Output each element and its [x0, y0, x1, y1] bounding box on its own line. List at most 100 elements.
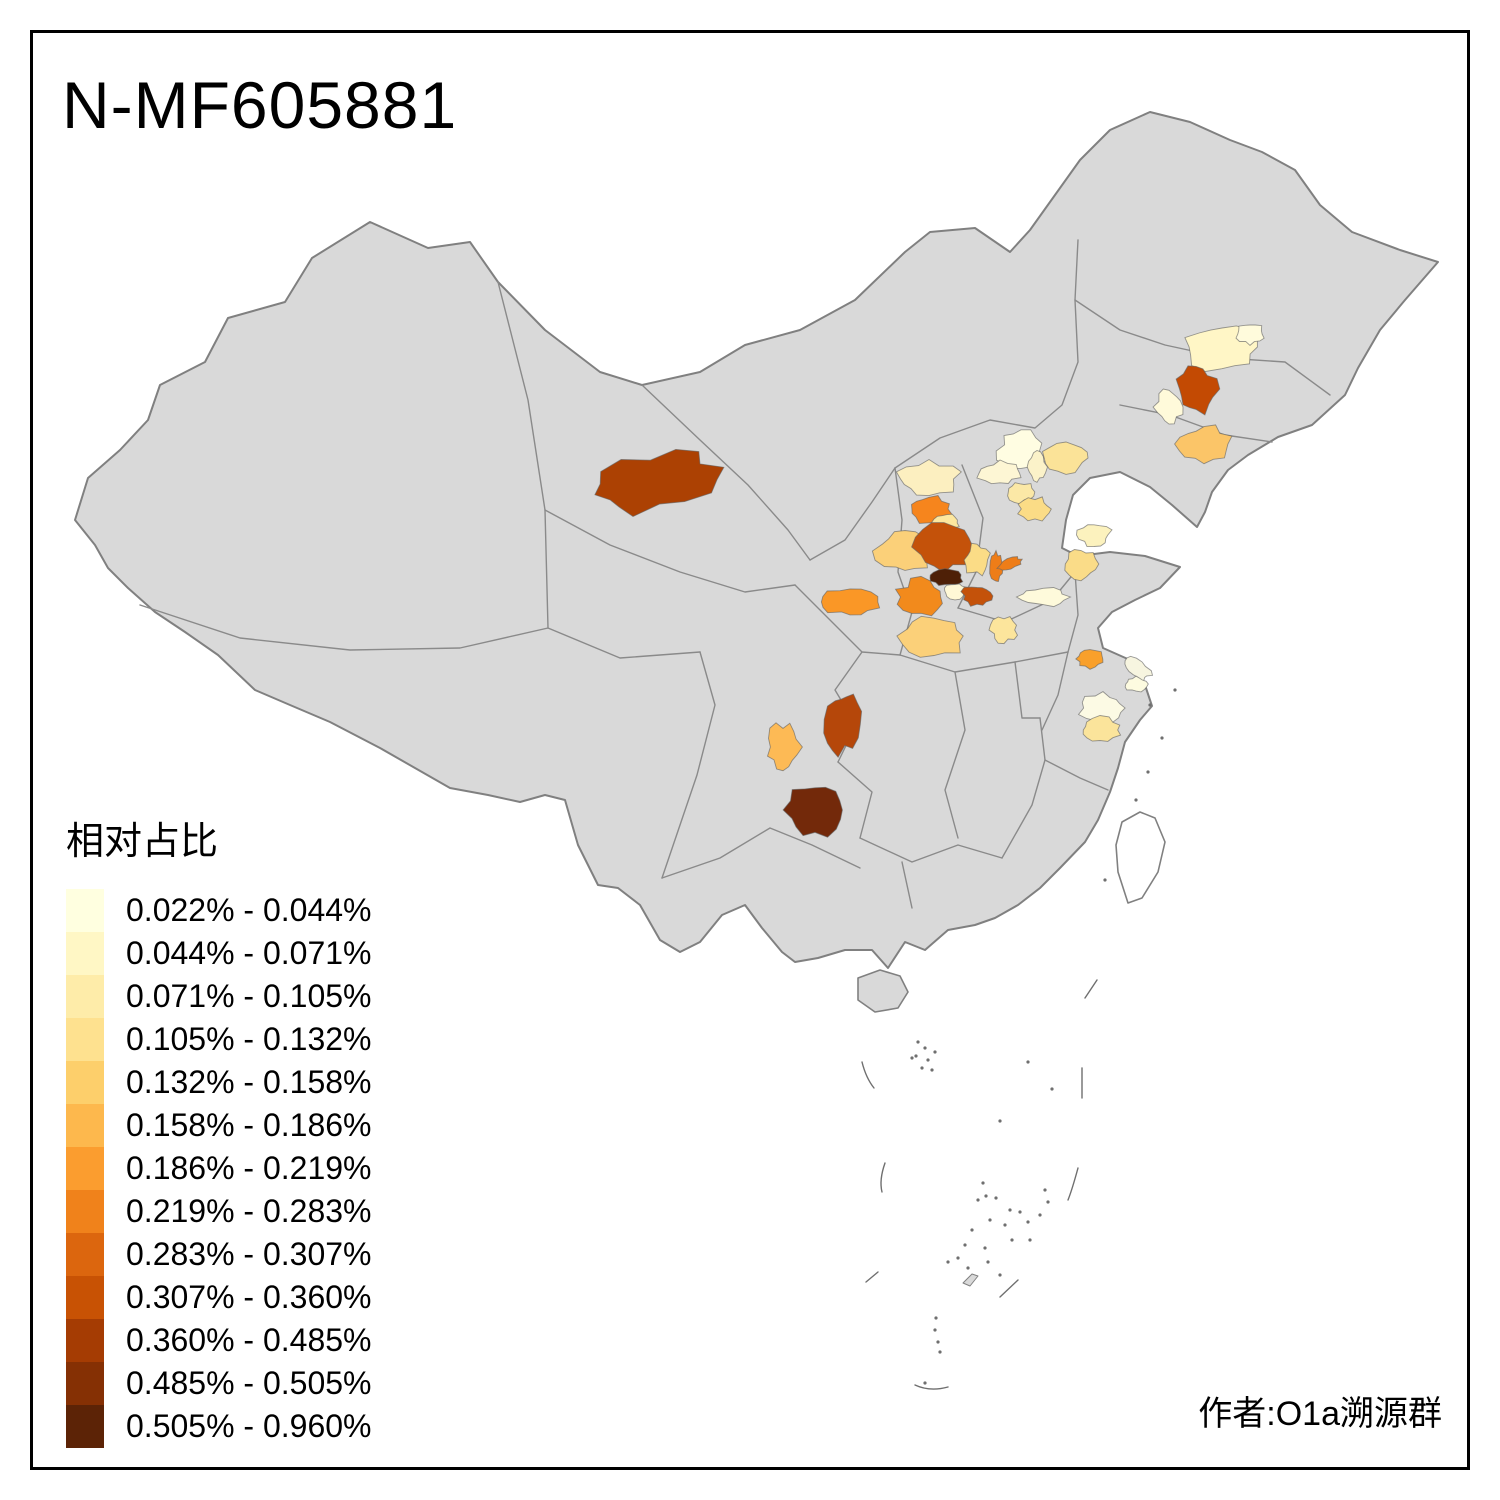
- small-island-dot: [930, 1068, 934, 1072]
- small-island-dot: [923, 1046, 927, 1050]
- nine-dash-line-segment: [865, 1271, 879, 1283]
- attribution-text: 作者:O1a溯源群: [1198, 1395, 1442, 1433]
- legend-row: 0.186% - 0.219%: [66, 1147, 372, 1190]
- small-island-dot: [1148, 703, 1152, 707]
- prefecture-region: [988, 616, 1019, 645]
- small-island-dot: [933, 1050, 937, 1054]
- small-island-dot: [910, 1056, 914, 1060]
- prefecture-region: [823, 693, 863, 758]
- small-island-dot: [983, 1246, 987, 1250]
- province-boundary: [957, 571, 1076, 623]
- hainan-island: [857, 969, 909, 1013]
- prefecture-region: [895, 458, 963, 497]
- prefecture-region: [943, 583, 970, 601]
- prefecture-region: [976, 459, 1022, 485]
- small-island-dot: [1018, 1210, 1022, 1214]
- legend-swatch: [66, 975, 104, 1018]
- prefecture-region: [911, 522, 974, 574]
- legend-row: 0.022% - 0.044%: [66, 889, 372, 932]
- prefecture-region: [594, 448, 725, 518]
- small-island-dot: [1038, 1213, 1042, 1217]
- prefecture-region: [1041, 441, 1089, 475]
- legend-swatch: [66, 1018, 104, 1061]
- prefecture-region: [989, 549, 1004, 583]
- province-boundary: [899, 651, 1069, 673]
- legend-row: 0.485% - 0.505%: [66, 1362, 372, 1405]
- legend-title: 相对占比: [66, 821, 219, 863]
- nine-dash-line-segment: [880, 1162, 886, 1193]
- province-boundary: [1044, 759, 1109, 791]
- legend-swatch: [66, 932, 104, 975]
- small-island-dot: [936, 1340, 940, 1344]
- legend-row: 0.505% - 0.960%: [66, 1405, 372, 1448]
- legend-bin-label: 0.071% - 0.105%: [126, 978, 372, 1014]
- prefecture-region: [996, 556, 1024, 571]
- legend-bin-label: 0.360% - 0.485%: [126, 1322, 372, 1358]
- prefecture-region: [782, 786, 843, 838]
- prefecture-region: [1017, 496, 1052, 522]
- prefecture-region: [1124, 675, 1149, 693]
- province-boundary: [809, 467, 896, 561]
- small-island-dot: [976, 1198, 980, 1202]
- prefecture-region: [894, 575, 943, 617]
- province-boundary: [894, 239, 1079, 469]
- legend-swatch: [66, 889, 104, 932]
- small-island-dot: [998, 1273, 1002, 1277]
- province-boundary: [837, 761, 873, 839]
- legend: 相对占比 0.022% - 0.044% 0.044% - 0.071% 0.071…: [66, 810, 372, 1448]
- small-island-dot: [1160, 736, 1164, 740]
- small-island-dot: [998, 1119, 1002, 1123]
- small-island-dot: [923, 1381, 927, 1385]
- legend-bin-label: 0.022% - 0.044%: [126, 892, 372, 928]
- small-island-dot: [938, 1350, 942, 1354]
- small-island-dot: [981, 1181, 985, 1185]
- prefecture-region: [1077, 691, 1126, 725]
- small-island-dot: [916, 1040, 920, 1044]
- prefecture-region: [1026, 449, 1049, 483]
- small-island-dot: [926, 1058, 930, 1062]
- legend-bin-label: 0.219% - 0.283%: [126, 1193, 372, 1229]
- legend-bin-label: 0.505% - 0.960%: [126, 1408, 372, 1444]
- legend-bin-label: 0.186% - 0.219%: [126, 1150, 372, 1186]
- province-boundary: [901, 861, 913, 909]
- small-island-dot: [1008, 1208, 1012, 1212]
- small-island-dot: [920, 1066, 924, 1070]
- province-boundary: [859, 837, 1003, 863]
- legend-swatch: [66, 1362, 104, 1405]
- legend-row: 0.283% - 0.307%: [66, 1233, 372, 1276]
- prefecture-region: [1235, 324, 1265, 347]
- small-island-dot: [994, 1196, 998, 1200]
- province-boundary: [1014, 661, 1041, 719]
- province-boundary: [661, 651, 716, 879]
- legend-row: 0.219% - 0.283%: [66, 1190, 372, 1233]
- prefecture-region: [896, 615, 964, 658]
- prefecture-region: [1015, 587, 1072, 608]
- small-island-dot: [914, 1054, 918, 1058]
- nine-dash-line-segment: [861, 1061, 875, 1089]
- legend-swatch: [66, 1233, 104, 1276]
- prefecture-region: [1175, 365, 1221, 416]
- legend-row: 0.105% - 0.132%: [66, 1018, 372, 1061]
- small-island-dot: [1010, 1238, 1014, 1242]
- small-island-dot: [970, 1228, 974, 1232]
- nine-dash-line-segment: [999, 1279, 1019, 1298]
- small-island-dot: [933, 1328, 937, 1332]
- legend-swatch: [66, 1147, 104, 1190]
- prefecture-region: [766, 722, 803, 772]
- nine-dash-line-segment: [1067, 1167, 1079, 1201]
- legend-rows: 0.022% - 0.044% 0.044% - 0.071% 0.071% - 0…: [66, 889, 372, 1448]
- legend-swatch: [66, 1276, 104, 1319]
- province-boundary: [1041, 651, 1069, 731]
- small-island-dot: [963, 1243, 967, 1247]
- legend-swatch: [66, 1190, 104, 1233]
- province-boundary: [661, 827, 861, 879]
- legend-row: 0.044% - 0.071%: [66, 932, 372, 975]
- legend-swatch: [66, 1061, 104, 1104]
- prefecture-region: [1075, 649, 1104, 670]
- small-island-dot: [1146, 770, 1150, 774]
- small-island-dot: [984, 1194, 988, 1198]
- small-island-dot: [986, 1260, 990, 1264]
- prefecture-region: [1174, 424, 1233, 465]
- legend-bin-label: 0.105% - 0.132%: [126, 1021, 372, 1057]
